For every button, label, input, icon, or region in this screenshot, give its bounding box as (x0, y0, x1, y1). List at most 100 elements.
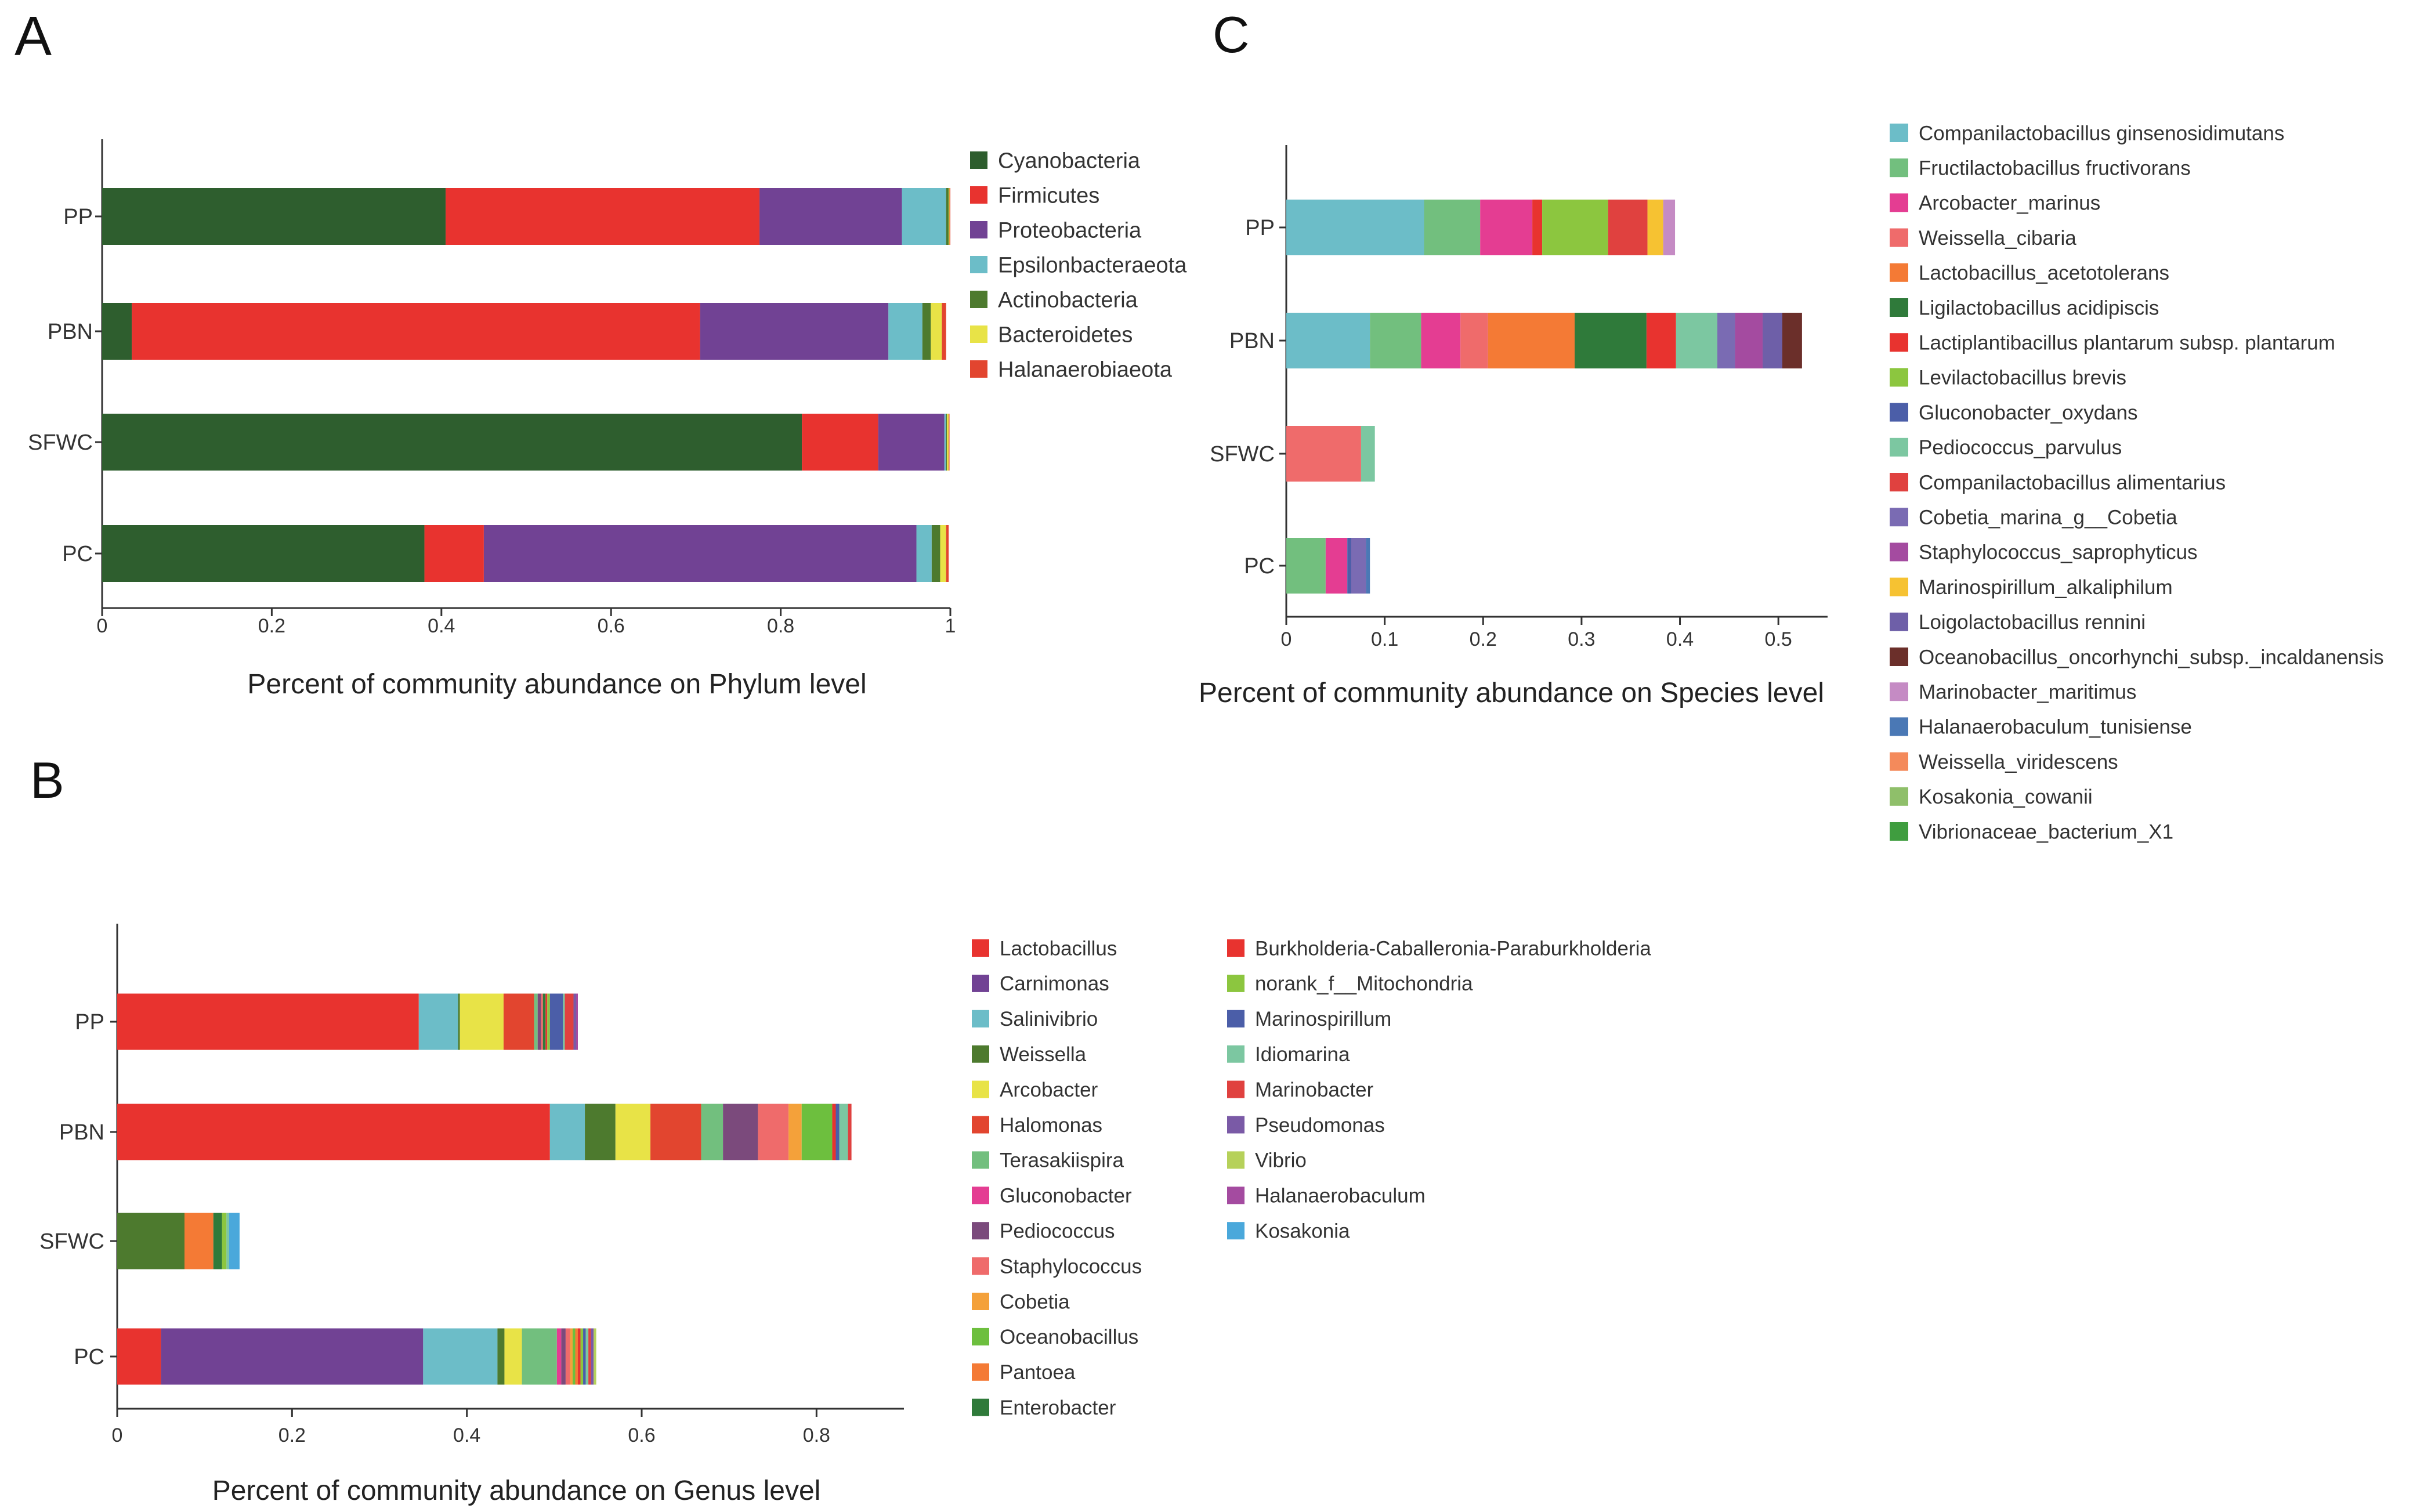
bar-segment-sfwc-pantoea (184, 1213, 214, 1269)
legend-swatch-loigolactobacillus-rennini (1890, 612, 1908, 631)
panel-a-letter: A (15, 5, 52, 67)
bar-segment-pbn-salinivibrio (549, 1104, 585, 1160)
category-label-pc: PC (62, 542, 93, 566)
legend-label-marinospirillum-alkaliphilum: Marinospirillum_alkaliphilum (1919, 576, 2173, 599)
x-tick-label: 0.6 (628, 1424, 655, 1446)
legend-label-lactobacillus-acetotolerans: Lactobacillus_acetotolerans (1919, 262, 2169, 284)
bar-segment-pc-cobetia-marina-g-cobetia (1351, 538, 1366, 594)
category-label-pp: PP (75, 1010, 104, 1034)
bar-segment-pbn-arcobacter-marinus (1421, 313, 1461, 368)
legend-swatch-cyanobacteria (970, 151, 987, 169)
bar-segment-pbn-proteobacteria (700, 303, 889, 360)
legend-label-lactiplantibacillus-plantarum-subsp-plantarum: Lactiplantibacillus plantarum subsp. pla… (1919, 331, 2335, 354)
legend-label-vibrio: Vibrio (1255, 1149, 1307, 1172)
bar-segment-pp-cyanobacteria (102, 188, 446, 245)
legend-swatch-pediococcus-parvulus (1890, 437, 1908, 457)
bar-segment-pc-firmicutes (424, 525, 484, 582)
bar-segment-pbn-arcobacter (615, 1104, 651, 1160)
legend-label-gluconobacter: Gluconobacter (1000, 1185, 1132, 1207)
legend-label-kosakonia-cowanii: Kosakonia_cowanii (1919, 786, 2093, 808)
legend-swatch-vibrionaceae-bacterium-x1 (1890, 822, 1908, 841)
bar-segment-pp-lactobacillus (117, 993, 419, 1050)
legend-swatch-vibrio (1227, 1151, 1245, 1169)
legend-swatch-arcobacter-marinus (1890, 193, 1908, 212)
bar-segment-pbn-cobetia (788, 1104, 802, 1160)
bar-segment-pp-lactiplantibacillus-plantarum-subsp-plantarum (1532, 200, 1543, 255)
x-tick-label: 1 (945, 615, 956, 637)
panel-a: A 0 0.2 0.4 0.6 0.8 1 PP PBN SFWC PC Percent of co… (15, 5, 1187, 700)
legend-label-actinobacteria: Actinobacteria (998, 288, 1138, 312)
legend: Cyanobacteria Firmicutes Proteobacteria Eps… (970, 149, 1187, 382)
x-tick-label: 0.2 (1470, 628, 1497, 650)
bar-segment-pp-staphylococcus (541, 993, 543, 1050)
legend-label-arcobacter: Arcobacter (1000, 1079, 1098, 1101)
legend-swatch-norank-f-mitochondria (1227, 974, 1245, 992)
bar-segment-pp-halanaerobaculum (576, 993, 578, 1050)
bar-segment-sfwc-weissella-cibaria (1286, 426, 1361, 482)
category-label-pbn: PBN (1229, 329, 1275, 353)
category-label-pc: PC (1244, 554, 1275, 578)
x-tick-label: 0.3 (1568, 628, 1595, 650)
legend-label-companilactobacillus-alimentarius: Companilactobacillus alimentarius (1919, 471, 2226, 494)
bar-segment-pbn-actinobacteria (922, 303, 931, 360)
bar-segment-pc-salinivibrio (423, 1328, 498, 1385)
legend-swatch-staphylococcus (972, 1257, 989, 1275)
bar-segment-pp-arcobacter-marinus (1480, 200, 1533, 255)
bar-segment-sfwc-weissella (117, 1213, 185, 1269)
bar-segment-sfwc-norank-f-mitochondria (222, 1213, 227, 1269)
legend-label-halanaerobiaeota: Halanaerobiaeota (998, 357, 1173, 382)
bar-segment-pbn-staphylococcus-saprophyticus (1735, 313, 1763, 368)
bar-segment-pp-terasakiispira (534, 993, 538, 1050)
bar-segment-pp-idiomarina (563, 993, 565, 1050)
bar-segment-pbn-halomonas (650, 1104, 701, 1160)
legend-label-enterobacter: Enterobacter (1000, 1397, 1116, 1419)
bar-segment-pbn-cyanobacteria (102, 303, 132, 360)
category-label-pbn: PBN (48, 320, 93, 344)
bar-segment-sfwc-bacteroidetes (947, 414, 949, 471)
panel-c: C 0 0.1 0.2 0.3 0.4 0.5 PP PBN SFWC PC Percent of … (1199, 6, 2384, 843)
bar-segment-pp-pediococcus (537, 993, 541, 1050)
bar-segment-pbn-companilactobacillus-ginsenosidimutans (1286, 313, 1370, 368)
legend-label-kosakonia: Kosakonia (1255, 1220, 1350, 1242)
bar-segment-pc-proteobacteria (483, 525, 917, 582)
bar-segment-sfwc-actinobacteria (946, 414, 947, 471)
bar-segment-pbn-marinobacter (848, 1104, 852, 1160)
legend-swatch-marinospirillum (1227, 1010, 1245, 1028)
legend-swatch-arcobacter (972, 1080, 989, 1098)
legend-label-lactobacillus: Lactobacillus (1000, 937, 1117, 960)
bar-segment-pc-gluconobacter-oxydans (1347, 538, 1351, 594)
bar-segment-pbn-burkholderia-caballeronia-paraburkholderia (832, 1104, 836, 1160)
bar-segment-pc-carnimonas (161, 1328, 424, 1385)
legend-label-halanaerobaculum-tunisiense: Halanaerobaculum_tunisiense (1919, 716, 2192, 739)
bar-segment-pbn-staphylococcus (758, 1104, 789, 1160)
panel-b: B 0 0.2 0.4 0.6 0.8 PP PBN SFWC PC Percent of com… (30, 751, 1651, 1506)
bar-segment-pc-pediococcus (561, 1328, 566, 1385)
legend-label-pediococcus: Pediococcus (1000, 1220, 1115, 1242)
bar-segment-pc-pseudomonas (591, 1328, 594, 1385)
legend-swatch-pantoea (972, 1363, 989, 1381)
bar-segment-pp-fructilactobacillus-fructivorans (1424, 200, 1481, 255)
bar-segment-pbn-weissella (585, 1104, 616, 1160)
bar-segment-pbn-oceanobacillus (801, 1104, 833, 1160)
bar-segment-pp-levilactobacillus-brevis (1542, 200, 1608, 255)
bar-segment-pc-staphylococcus (565, 1328, 570, 1385)
legend-swatch-halanaerobiaeota (970, 360, 987, 378)
bar-segment-pp-marinospirillum (549, 993, 563, 1050)
bar-segment-pp-halomonas (503, 993, 534, 1050)
bar-segment-pc-oceanobacillus (572, 1328, 576, 1385)
bar-segment-pp-companilactobacillus-alimentarius (1608, 200, 1648, 255)
legend-swatch-oceanobacillus (972, 1327, 989, 1345)
legend-label-pseudomonas: Pseudomonas (1255, 1114, 1385, 1137)
category-label-pp: PP (1245, 216, 1275, 240)
legend-label-firmicutes: Firmicutes (998, 183, 1099, 208)
legend-swatch-marinospirillum-alkaliphilum (1890, 577, 1908, 596)
x-axis-title: Percent of community abundance on Genus … (212, 1475, 821, 1506)
legend-label-marinospirillum: Marinospirillum (1255, 1008, 1391, 1030)
bar-segment-pc-idiomarina (585, 1328, 589, 1385)
bar-segment-pbn-ligilactobacillus-acidipiscis (1575, 313, 1647, 368)
legend-label-weissella-viridescens: Weissella_viridescens (1919, 751, 2118, 773)
legend-swatch-enterobacter (972, 1398, 989, 1416)
legend-label-halomonas: Halomonas (1000, 1114, 1102, 1137)
legend-swatch-lactobacillus (972, 939, 989, 957)
bar-segment-pp-weissella (458, 993, 460, 1050)
